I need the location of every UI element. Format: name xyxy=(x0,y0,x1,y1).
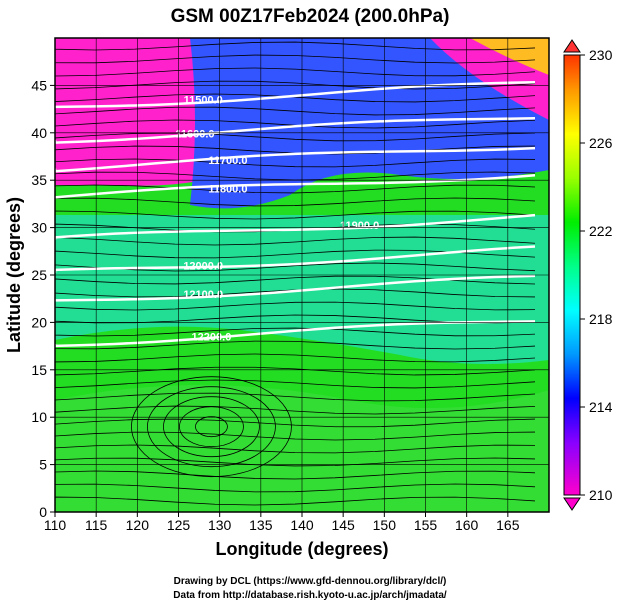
colorbar-tick-label: 210 xyxy=(589,487,613,503)
x-tick-label: 155 xyxy=(414,517,438,533)
streamline xyxy=(55,145,536,155)
x-tick-label: 115 xyxy=(85,517,108,533)
streamline xyxy=(55,210,536,220)
y-axis-label: Latitude (degrees) xyxy=(4,197,24,353)
colorbar-tick-label: 222 xyxy=(589,223,613,239)
streamline xyxy=(55,67,536,77)
colorbar-bottom-arrow xyxy=(563,497,581,511)
contour-label: 11900.0 xyxy=(340,220,379,232)
streamline xyxy=(55,301,536,311)
x-tick-label: 130 xyxy=(208,517,232,533)
x-axis-label: Longitude (degrees) xyxy=(215,539,388,559)
colorbar-tick-label: 218 xyxy=(589,311,613,327)
streamline xyxy=(55,236,536,246)
streamline xyxy=(55,93,536,103)
contour-line xyxy=(55,274,536,302)
streamline xyxy=(147,386,276,468)
x-tick-label: 135 xyxy=(249,517,273,533)
streamline xyxy=(55,184,536,194)
x-tick-label: 120 xyxy=(126,517,150,533)
streamlines xyxy=(55,41,536,506)
streamline xyxy=(55,171,536,181)
streamline xyxy=(55,288,536,298)
streamline xyxy=(55,197,536,207)
x-tick-label: 160 xyxy=(455,517,479,533)
contour-label: 11800.0 xyxy=(208,184,247,196)
x-tick-label: 125 xyxy=(167,517,191,533)
contour-label: 12100.0 xyxy=(183,289,223,301)
colorbar-body xyxy=(563,54,581,496)
x-ticks: 110 115 120 125 130 135 140 145 150 155 160 165 xyxy=(44,512,520,533)
streamline xyxy=(55,132,536,142)
contour-line xyxy=(55,213,536,240)
x-tick-label: 110 xyxy=(44,517,67,533)
y-tick-label: 5 xyxy=(39,457,47,473)
contour-line xyxy=(55,117,536,144)
streamline xyxy=(55,444,536,454)
streamline xyxy=(179,406,244,448)
colorbar-tick-label: 214 xyxy=(589,399,613,415)
x-tick-label: 150 xyxy=(373,517,397,533)
contour-label: 11600.0 xyxy=(175,128,214,140)
y-ticks: 0 5 10 15 20 25 30 35 40 45 xyxy=(31,77,55,520)
y-tick-label: 15 xyxy=(31,362,47,378)
footer-line-1: Drawing by DCL (https://www.gfd-dennou.o… xyxy=(174,576,447,587)
streamline xyxy=(131,376,292,478)
y-tick-label: 45 xyxy=(31,77,47,93)
y-tick-label: 35 xyxy=(31,172,47,188)
y-tick-label: 25 xyxy=(31,267,47,283)
streamline xyxy=(55,405,536,415)
streamline xyxy=(55,483,536,493)
streamline xyxy=(195,416,228,438)
x-tick-label: 165 xyxy=(496,517,520,533)
chart-title: GSM 00Z17Feb2024 (200.0hPa) xyxy=(171,6,450,27)
colorbar-tick-label: 226 xyxy=(589,135,613,151)
colorbar-top-arrow xyxy=(563,39,581,53)
streamline xyxy=(55,158,536,168)
contour-line xyxy=(55,80,536,109)
streamline xyxy=(55,119,536,129)
y-tick-label: 40 xyxy=(31,125,47,141)
footer-line-2: Data from http://database.rish.kyoto-u.a… xyxy=(173,590,447,601)
streamline xyxy=(55,366,536,376)
contour-line xyxy=(55,146,536,173)
y-tick-label: 20 xyxy=(31,314,47,330)
streamline xyxy=(55,340,536,350)
streamline xyxy=(55,106,536,116)
streamline xyxy=(55,80,536,90)
streamline xyxy=(55,496,536,506)
streamline xyxy=(163,396,260,458)
contour-label: 11500.0 xyxy=(184,95,223,107)
streamline xyxy=(55,470,536,480)
x-tick-label: 145 xyxy=(331,517,355,533)
y-tick-label: 0 xyxy=(39,504,47,520)
field-band-yellow xyxy=(470,38,549,75)
streamline xyxy=(55,457,536,467)
y-tick-label: 10 xyxy=(31,409,47,425)
streamline xyxy=(55,379,536,389)
colorbar: 210 214 218 222 226 230 xyxy=(563,39,613,511)
streamline xyxy=(55,431,536,441)
contour-label: 12200.0 xyxy=(192,331,232,343)
streamline xyxy=(55,353,536,363)
contour-label: 12000.0 xyxy=(183,261,223,273)
streamline xyxy=(55,54,536,64)
y-tick-label: 30 xyxy=(31,220,47,236)
contour-line xyxy=(55,245,536,273)
contour-line xyxy=(55,174,536,199)
streamline xyxy=(55,41,536,51)
contour-label: 11700.0 xyxy=(208,155,247,167)
colorbar-tick-label: 230 xyxy=(589,47,613,63)
streamline xyxy=(55,327,536,337)
x-tick-label: 140 xyxy=(290,517,314,533)
